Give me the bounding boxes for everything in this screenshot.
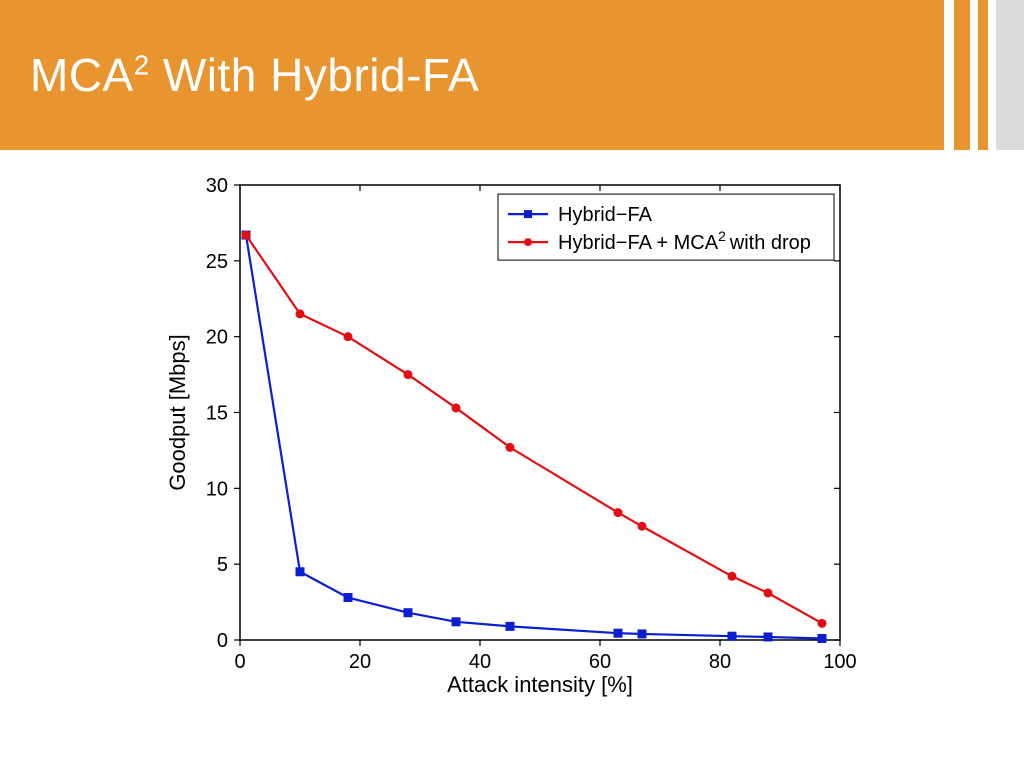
x-tick-label: 60 <box>589 651 611 673</box>
marker-hybrid_fa_mca2 <box>344 333 352 341</box>
y-tick-label: 0 <box>217 630 228 652</box>
header-stripe <box>988 0 996 150</box>
marker-hybrid_fa <box>404 609 412 617</box>
marker-hybrid_fa <box>818 634 826 642</box>
marker-hybrid_fa_mca2 <box>614 509 622 517</box>
x-tick-label: 100 <box>823 651 856 673</box>
marker-hybrid_fa <box>764 633 772 641</box>
legend-marker-hybrid_fa_mca2 <box>524 238 532 246</box>
marker-hybrid_fa_mca2 <box>452 404 460 412</box>
legend-label-hybrid_fa: Hybrid−FA <box>558 204 653 226</box>
marker-hybrid_fa <box>728 632 736 640</box>
header-stripe <box>970 0 978 150</box>
header-stripe <box>996 0 1024 150</box>
y-axis-label: Goodput [Mbps] <box>165 334 190 491</box>
x-tick-label: 40 <box>469 651 491 673</box>
marker-hybrid_fa <box>506 622 514 630</box>
y-tick-label: 30 <box>206 175 228 197</box>
legend-label-hybrid_fa_mca2: Hybrid−FA + MCA2 with drop <box>558 228 811 254</box>
header-stripe <box>954 0 970 150</box>
marker-hybrid_fa_mca2 <box>242 231 250 239</box>
slide-title: MCA2 With Hybrid-FA <box>30 48 479 102</box>
marker-hybrid_fa <box>614 629 622 637</box>
x-tick-label: 0 <box>234 651 245 673</box>
marker-hybrid_fa_mca2 <box>818 619 826 627</box>
header-stripe <box>978 0 988 150</box>
goodput-chart: 0 20 40 60 80 100 0 5 10 15 20 25 30 Attack intensity… <box>160 170 860 710</box>
marker-hybrid_fa_mca2 <box>638 522 646 530</box>
title-sup: 2 <box>134 50 150 81</box>
marker-hybrid_fa <box>344 594 352 602</box>
chart-svg: 0 20 40 60 80 100 0 5 10 15 20 25 30 Attack intensity… <box>160 170 860 710</box>
y-tick-label: 10 <box>206 478 228 500</box>
title-pre: MCA <box>30 49 134 101</box>
header-stripes <box>944 0 1024 150</box>
x-tick-label: 20 <box>349 651 371 673</box>
marker-hybrid_fa_mca2 <box>764 589 772 597</box>
marker-hybrid_fa <box>296 568 304 576</box>
y-tick-label: 25 <box>206 251 228 273</box>
marker-hybrid_fa_mca2 <box>728 572 736 580</box>
legend-marker-hybrid_fa <box>524 210 532 218</box>
series-line-hybrid_fa_mca2 <box>246 235 822 623</box>
marker-hybrid_fa <box>452 618 460 626</box>
marker-hybrid_fa_mca2 <box>296 310 304 318</box>
title-post: With Hybrid-FA <box>150 49 480 101</box>
marker-hybrid_fa_mca2 <box>506 443 514 451</box>
y-tick-label: 15 <box>206 403 228 425</box>
x-axis-label: Attack intensity [%] <box>447 672 633 697</box>
marker-hybrid_fa_mca2 <box>404 371 412 379</box>
y-tick-label: 20 <box>206 327 228 349</box>
y-tick-label: 5 <box>217 554 228 576</box>
slide-header: MCA2 With Hybrid-FA <box>0 0 1024 150</box>
header-stripe <box>944 0 954 150</box>
x-tick-label: 80 <box>709 651 731 673</box>
marker-hybrid_fa <box>638 630 646 638</box>
